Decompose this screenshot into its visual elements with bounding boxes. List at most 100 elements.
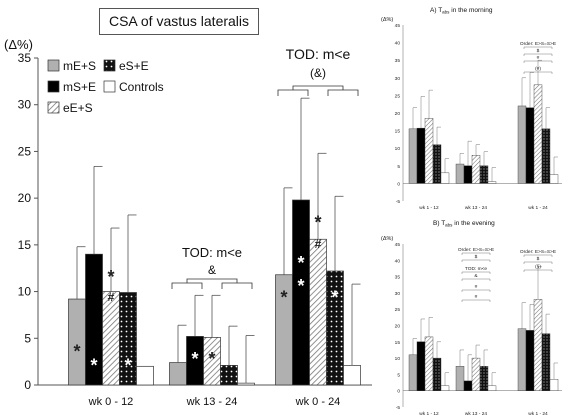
small-bar: [479, 165, 489, 184]
small-bar: [455, 163, 465, 184]
small-bracket: [523, 60, 553, 63]
bar-Controls-1: [237, 382, 255, 386]
tod-bracket: [171, 278, 253, 289]
small-chart-title: A) Tabs in the morning: [430, 7, 493, 15]
small-y-tick-label: 15: [395, 129, 401, 135]
bar-Controls-2: [343, 365, 361, 386]
small-bracket: [523, 261, 553, 264]
small-x-tick-label: wk 1 - 24: [528, 411, 548, 415]
small-chart-2: B) Tabs in the evening (Δ%) -5 0 5 10 15 20 25 30…: [381, 220, 562, 415]
small-bracket: [461, 252, 491, 255]
small-y-tick-label: 15: [395, 340, 401, 346]
legend-swatch: [47, 80, 60, 93]
y-tick-label: 20: [18, 191, 32, 205]
small-bar: [541, 128, 551, 184]
small-bar: [471, 155, 481, 184]
small-x-tick-label: wk 13 - 24: [465, 205, 487, 211]
small-y-tick-label: -5: [396, 199, 401, 205]
small-bar: [432, 357, 442, 391]
small-y-tick-label: 0: [397, 181, 400, 187]
small-annotation: #: [475, 294, 478, 300]
small-bracket: [461, 278, 491, 281]
small-y-tick-label: 10: [395, 146, 401, 152]
bar-mES-1: [169, 362, 187, 386]
marker-asterisk: *: [314, 213, 321, 233]
main-chart-title: CSA of vastus lateralis: [99, 8, 259, 35]
small-bracket: [461, 299, 491, 302]
small-bar: [440, 385, 450, 391]
bar-eES-2: [309, 238, 327, 386]
marker-asterisk: *: [297, 253, 304, 273]
marker-asterisk: *: [280, 287, 287, 307]
legend-label: mS+E: [63, 80, 96, 94]
small-bar: [424, 118, 434, 184]
small-bracket: [523, 254, 553, 257]
small-bar: [533, 84, 543, 184]
marker-asterisk: *: [331, 287, 338, 307]
small-y-label: (Δ%): [381, 17, 393, 23]
small-annotation: $: [537, 48, 540, 54]
y-tick-label: 15: [18, 238, 32, 252]
bar-eES-0: [102, 291, 120, 386]
small-y-tick-label: 45: [395, 242, 401, 248]
small-bar: [432, 144, 442, 184]
small-y-tick-label: 20: [395, 111, 401, 117]
small-bar: [408, 354, 418, 391]
small-y-tick-label: 45: [395, 23, 401, 29]
small-bar: [424, 336, 434, 391]
small-bar: [416, 127, 426, 184]
marker-asterisk: *: [297, 276, 304, 296]
small-bar: [479, 366, 489, 391]
small-y-tick-label: 35: [395, 275, 401, 281]
y-tick-label: 35: [18, 51, 32, 65]
small-annotation: $: [475, 254, 478, 260]
y-tick-label: 25: [18, 144, 32, 158]
small-bar: [549, 379, 559, 391]
small-annotation: Order: E>S=S>E: [520, 41, 556, 47]
small-y-tick-label: 35: [395, 58, 401, 64]
small-y-tick-label: 40: [395, 258, 401, 264]
marker-asterisk: *: [73, 342, 80, 362]
marker-hash: #: [315, 237, 322, 251]
small-bar: [517, 328, 527, 391]
x-tick-label: wk 13 - 24: [186, 396, 238, 408]
legend-swatch: [47, 59, 60, 72]
legend-swatch: [103, 80, 116, 93]
small-x-tick-label: wk 1 - 24: [528, 205, 548, 211]
y-tick-label: 5: [24, 331, 31, 345]
legend-label: eE+S: [63, 101, 93, 115]
small-bar: [517, 105, 527, 184]
marker-asterisk: *: [124, 356, 131, 376]
small-bar: [463, 380, 473, 391]
small-annotation: Order: E>S=S>E: [458, 247, 494, 253]
small-annotation: (§): [535, 264, 541, 270]
tod-annotation: TOD: m<e: [286, 46, 351, 62]
small-y-tick-label: 10: [395, 356, 401, 362]
small-y-tick-label: 0: [397, 389, 400, 395]
x-tick-label: wk 0 - 12: [88, 396, 134, 408]
small-x-tick-label: wk 1 - 12: [419, 411, 439, 415]
small-bar: [533, 299, 543, 391]
small-x-tick-label: wk 1 - 12: [419, 205, 439, 211]
marker-asterisk: *: [208, 349, 215, 369]
marker-asterisk: *: [90, 356, 97, 376]
bar-eSE-1: [220, 365, 238, 386]
small-bar: [487, 181, 497, 184]
small-annotation: $: [537, 256, 540, 262]
small-annotation: &: [474, 273, 478, 279]
legend-label: eS+E: [119, 59, 149, 73]
small-chart-title: B) Tabs in the evening: [433, 220, 495, 228]
legend-swatch: [47, 101, 60, 114]
small-bar: [455, 366, 465, 391]
small-bar: [408, 128, 418, 184]
bar-Controls-0: [136, 365, 154, 386]
tod-bracket: [277, 85, 359, 96]
small-bracket: [461, 289, 491, 292]
small-bracket: [461, 271, 491, 274]
small-annotation: Order: E>S=S>E: [520, 249, 556, 255]
small-bracket: [523, 71, 553, 74]
small-annotation: (#): [535, 66, 541, 72]
tod-symbol: (&): [310, 66, 326, 80]
small-y-tick-label: 25: [395, 307, 401, 313]
small-y-label: (Δ%): [381, 236, 393, 242]
